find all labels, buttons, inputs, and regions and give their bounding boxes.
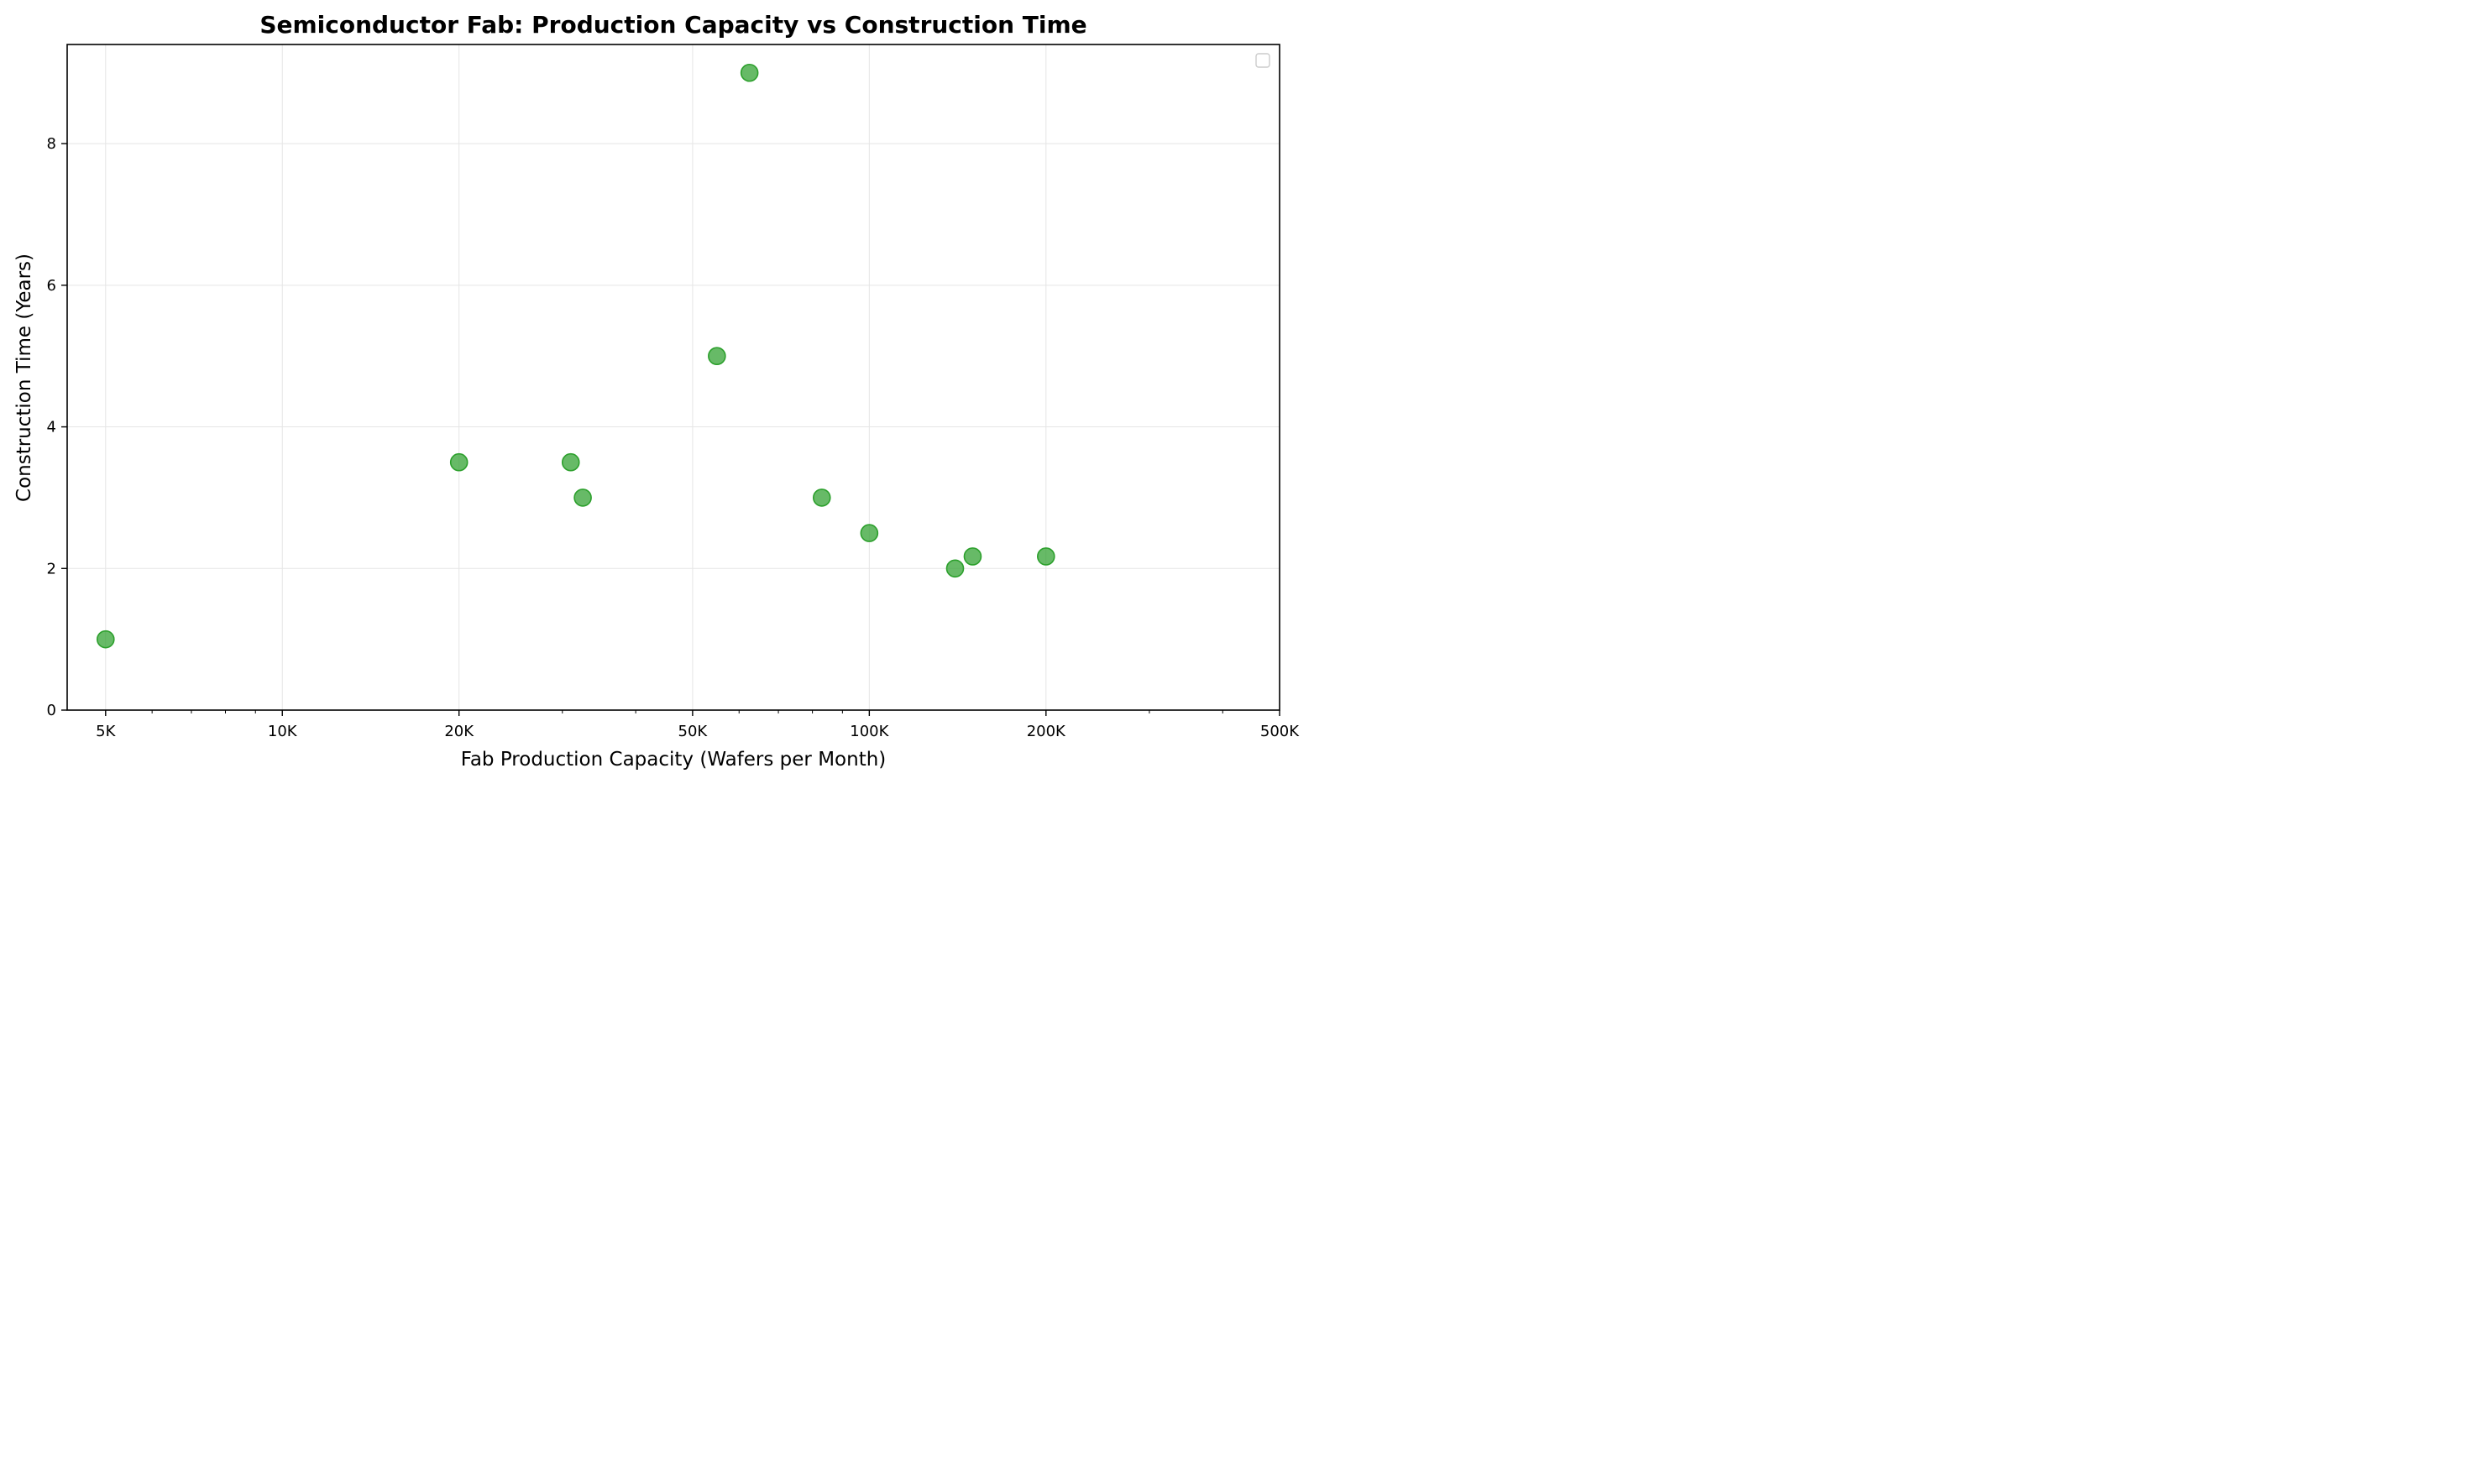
data-point (860, 524, 879, 542)
axis-ticks: 5K 10K 20K 50K 100K 200K 500K 0 2 4 6 8 (47, 135, 1301, 740)
y-tick-label: 8 (47, 135, 56, 153)
x-tick-label: 10K (268, 723, 298, 740)
legend-box (1255, 53, 1270, 68)
x-tick-label: 500K (1260, 723, 1300, 740)
data-point (945, 559, 965, 578)
scatter-chart: 5K 10K 20K 50K 100K 200K 500K 0 2 4 6 8 Semiconduct… (0, 0, 1317, 784)
data-point (561, 452, 580, 472)
data-point (812, 489, 831, 507)
x-tick-label: 100K (850, 723, 889, 740)
data-point (573, 489, 592, 507)
y-tick-label: 6 (47, 277, 56, 295)
chart-background (0, 0, 1317, 784)
y-tick-label: 0 (47, 702, 56, 719)
x-axis-label: Fab Production Capacity (Wafers per Mont… (461, 749, 887, 771)
x-tick-label: 200K (1027, 723, 1066, 740)
x-tick-label: 50K (678, 723, 709, 740)
y-axis-label: Construction Time (Years) (13, 253, 35, 502)
data-points (96, 63, 1055, 649)
chart-canvas: 5K 10K 20K 50K 100K 200K 500K 0 2 4 6 8 Semiconduct… (0, 0, 1317, 784)
data-point (1036, 547, 1055, 566)
y-tick-label: 2 (47, 560, 56, 577)
x-tick-label: 5K (96, 723, 116, 740)
grid-lines (67, 44, 1280, 711)
data-point (449, 452, 469, 472)
chart-title: Semiconductor Fab: Production Capacity v… (259, 11, 1086, 39)
data-point (740, 63, 759, 82)
data-point (708, 347, 726, 365)
y-tick-label: 4 (47, 419, 56, 436)
x-tick-label: 20K (444, 723, 474, 740)
data-point (96, 630, 115, 649)
data-point (963, 547, 982, 566)
plot-frame (66, 44, 1280, 711)
